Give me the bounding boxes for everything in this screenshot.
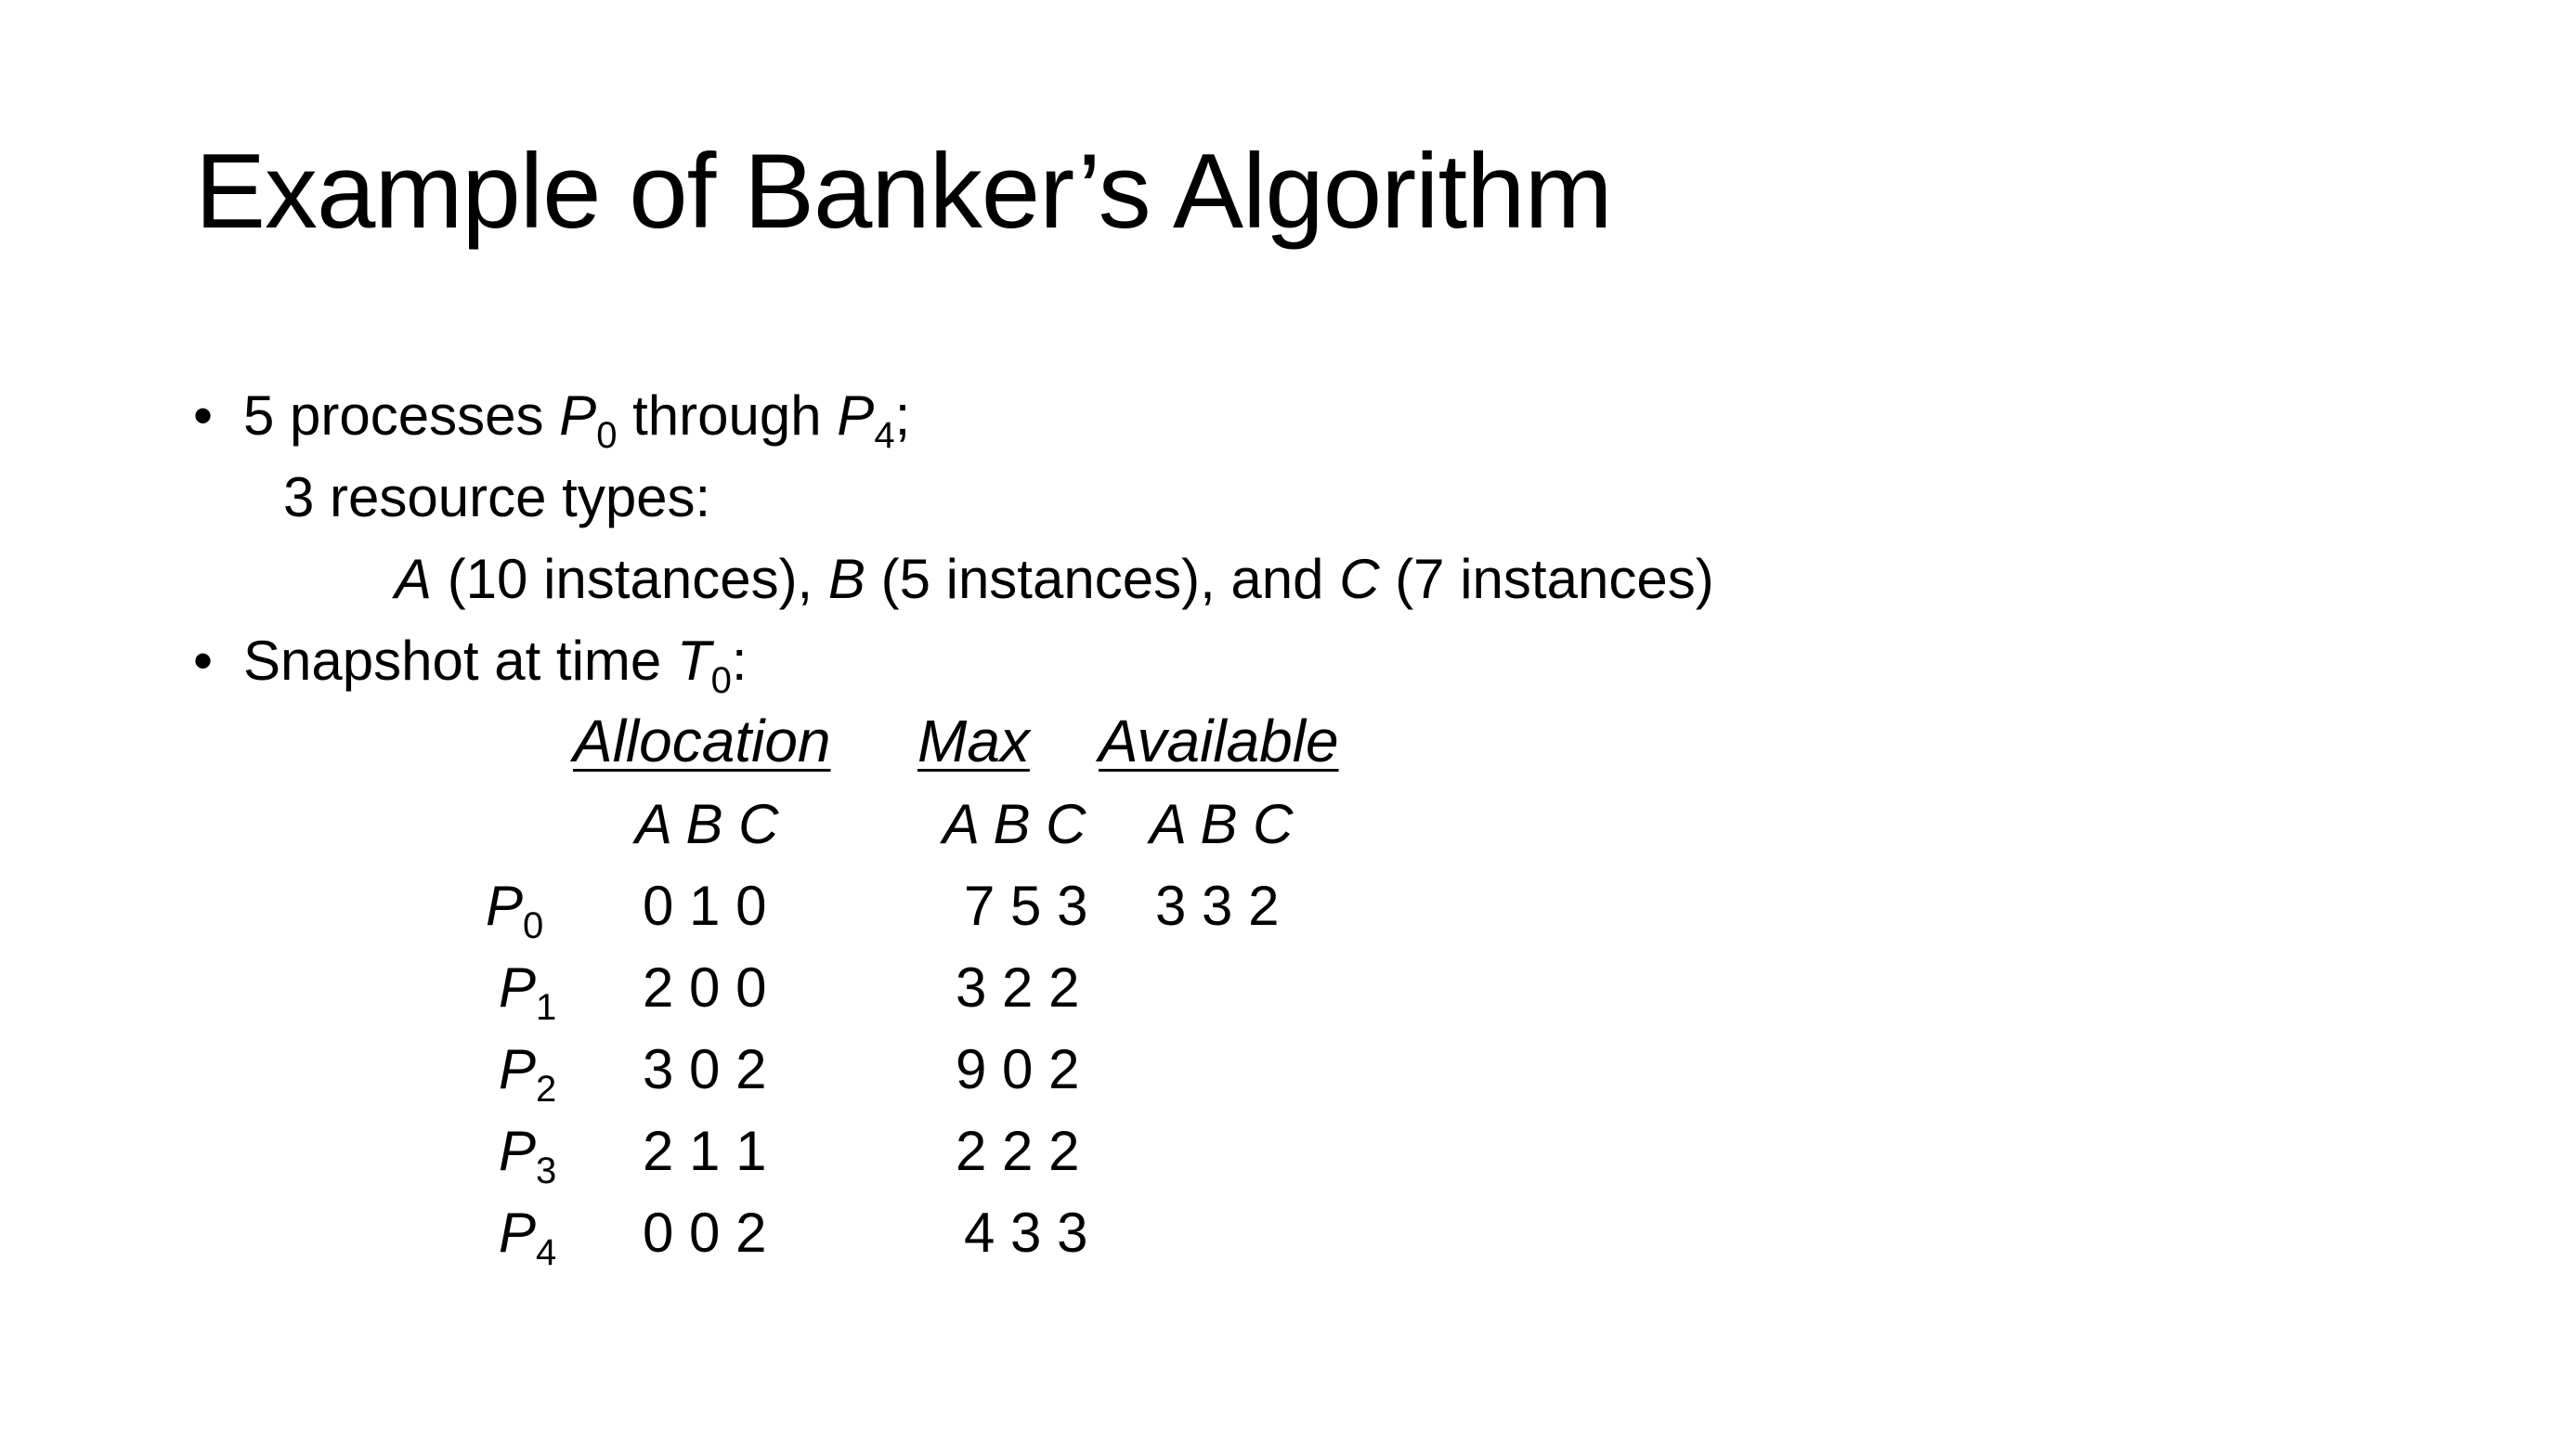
subheader-available: A B C bbox=[1150, 793, 1294, 855]
time-t: T bbox=[676, 630, 711, 692]
slide-title: Example of Banker’s Algorithm bbox=[195, 133, 1613, 251]
resource-c: C bbox=[1339, 548, 1380, 610]
row-0-allocation: 0 1 0 bbox=[643, 875, 767, 937]
bullet-1-mid: through bbox=[617, 384, 838, 447]
row-1-process: P1 bbox=[499, 956, 557, 1028]
bullet-1-end: ; bbox=[894, 384, 911, 447]
header-max: Max bbox=[917, 708, 1030, 774]
resource-instances-line: A (10 instances), B (5 instances), and C… bbox=[395, 552, 1714, 607]
process-p-start-sub: 0 bbox=[596, 415, 618, 456]
process-p-start: P bbox=[559, 384, 597, 447]
bullet-1-glyph: • bbox=[193, 384, 214, 447]
bullet-1-text: 5 processes P0 through P4; bbox=[243, 388, 910, 455]
row-0-available: 3 3 2 bbox=[1155, 875, 1280, 937]
process-p-end: P bbox=[837, 384, 875, 447]
row-4-allocation: 0 0 2 bbox=[643, 1202, 767, 1264]
header-available: Available bbox=[1099, 708, 1339, 774]
resource-types-line: 3 resource types: bbox=[283, 466, 711, 528]
resource-b-text: (5 instances), and bbox=[865, 548, 1340, 610]
row-2-process: P2 bbox=[499, 1038, 557, 1110]
row-0-max: 7 5 3 bbox=[964, 875, 1088, 937]
row-2-allocation: 3 0 2 bbox=[643, 1038, 767, 1100]
row-3-max: 2 2 2 bbox=[956, 1120, 1080, 1182]
row-3-process: P3 bbox=[499, 1120, 557, 1191]
subheader-allocation: A B C bbox=[635, 793, 779, 855]
bullet-2-glyph: • bbox=[193, 630, 214, 692]
bullet-2-prefix: Snapshot at time bbox=[243, 630, 677, 692]
row-1-max: 3 2 2 bbox=[956, 956, 1080, 1019]
resource-a: A bbox=[395, 548, 433, 610]
bullet-1-prefix: 5 processes bbox=[243, 384, 560, 447]
row-4-max: 4 3 3 bbox=[964, 1202, 1088, 1264]
bullet-2-end: : bbox=[731, 630, 748, 692]
resource-a-text: (10 instances), bbox=[432, 548, 828, 610]
process-p-end-sub: 4 bbox=[874, 415, 895, 456]
resource-c-text: (7 instances) bbox=[1379, 548, 1714, 610]
header-allocation: Allocation bbox=[573, 708, 831, 774]
row-3-allocation: 2 1 1 bbox=[643, 1120, 767, 1182]
row-4-process: P4 bbox=[499, 1202, 557, 1273]
row-2-max: 9 0 2 bbox=[956, 1038, 1080, 1100]
subheader-max: A B C bbox=[943, 793, 1086, 855]
bullet-2-text: Snapshot at time T0: bbox=[243, 630, 748, 700]
time-t-sub: 0 bbox=[710, 660, 732, 701]
row-1-allocation: 2 0 0 bbox=[643, 956, 767, 1019]
row-0-process: P0 bbox=[486, 875, 544, 946]
resource-b: B bbox=[827, 548, 865, 610]
